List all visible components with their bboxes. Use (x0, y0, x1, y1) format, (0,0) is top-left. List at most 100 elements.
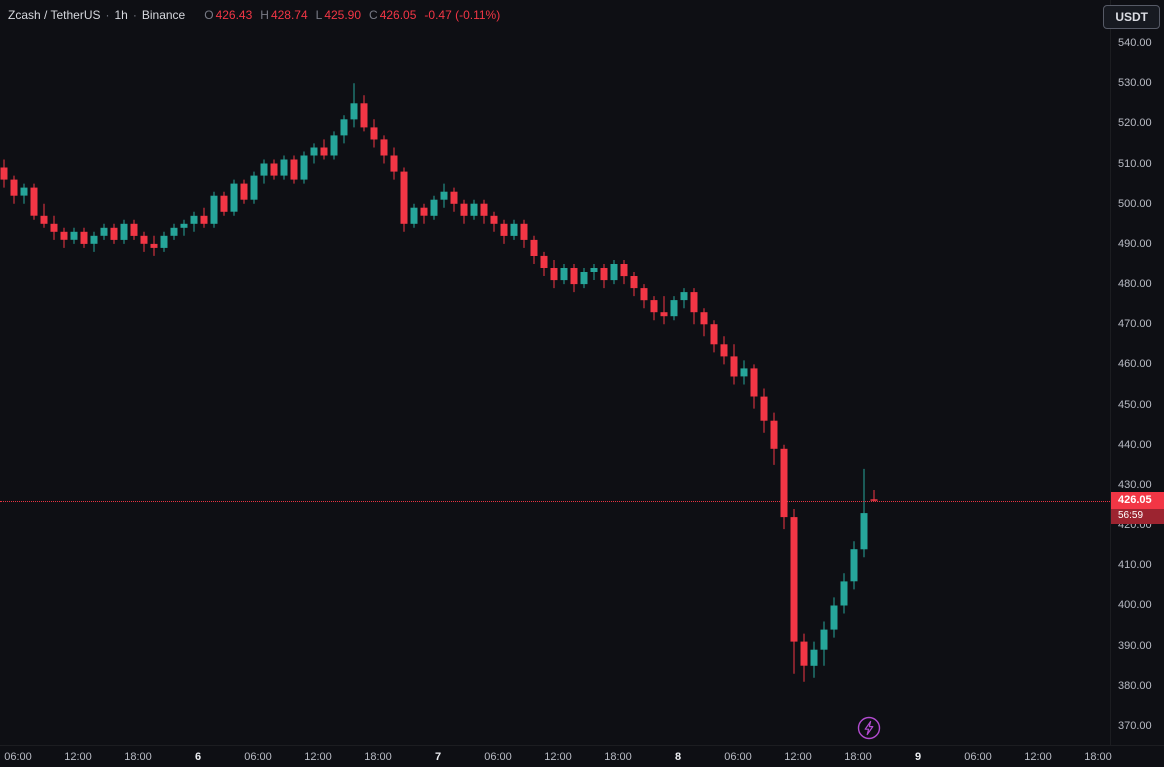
candle-up (160, 231, 168, 252)
candle-up (90, 231, 98, 252)
candle-up (310, 143, 318, 164)
candle-down (130, 219, 138, 240)
bar-countdown: 56:59 (1111, 509, 1164, 524)
candle-up (170, 223, 178, 240)
candle-up (180, 219, 188, 236)
candle-down (540, 251, 548, 276)
candle-up (740, 360, 748, 385)
candle-up (260, 159, 268, 184)
candle-up (230, 179, 238, 216)
lightning-icon[interactable] (856, 715, 882, 741)
candle-down (640, 284, 648, 309)
time-label: 06:00 (964, 751, 992, 763)
candle-down (10, 175, 18, 204)
price-label: 380.00 (1118, 679, 1152, 692)
chart-legend: Zcash / TetherUS · 1h · Binance O 426.43… (8, 8, 500, 22)
time-label: 18:00 (364, 751, 392, 763)
candle-down (150, 235, 158, 256)
candle-up (250, 171, 258, 204)
candle-down (790, 509, 798, 674)
candle-up (580, 268, 588, 289)
candle-up (70, 227, 78, 244)
price-scale[interactable]: 426.05 56:59 540.00 530.00 520.00 510.00 500… (1110, 0, 1164, 745)
candle-up (350, 83, 358, 128)
candle-down (550, 260, 558, 289)
candle-up (300, 151, 308, 184)
high-label: H (260, 8, 269, 22)
time-label: 18:00 (124, 751, 152, 763)
change-value: -0.47 (-0.11%) (424, 8, 501, 22)
price-label: 430.00 (1118, 478, 1152, 491)
current-price-value: 426.05 (1111, 492, 1164, 509)
candle-up (850, 541, 858, 590)
candle-up (810, 641, 818, 678)
price-label: 440.00 (1118, 438, 1152, 451)
currency-toggle-button[interactable]: USDT (1103, 5, 1160, 29)
candle-down (420, 203, 428, 224)
candle-up (840, 573, 848, 614)
candle-up (680, 288, 688, 309)
candle-down (600, 264, 608, 289)
time-label: 18:00 (1084, 751, 1112, 763)
candle-down (700, 308, 708, 337)
candle-down (380, 135, 388, 164)
candle-down (30, 183, 38, 220)
candle-down (450, 187, 458, 212)
candle-down (360, 95, 368, 132)
close-label: C (369, 8, 378, 22)
candle-down (460, 199, 468, 224)
candle-down (240, 179, 248, 204)
price-label: 450.00 (1118, 398, 1152, 411)
time-label-day: 7 (434, 751, 442, 763)
price-label: 520.00 (1118, 117, 1152, 130)
candle-down (760, 388, 768, 433)
candle-down (730, 344, 738, 385)
current-price-line (0, 501, 1110, 502)
candle-down (110, 223, 118, 244)
candle-up (610, 260, 618, 285)
candle-up (440, 183, 448, 208)
price-label: 510.00 (1118, 157, 1152, 170)
price-label: 490.00 (1118, 237, 1152, 250)
ohlc-values: O 426.43 H 428.74 L 425.90 C 426.05 -0.4… (198, 8, 500, 22)
candle-down (690, 288, 698, 325)
price-label: 370.00 (1118, 720, 1152, 732)
candle-down (490, 211, 498, 232)
candle-up (100, 223, 108, 240)
price-label: 470.00 (1118, 318, 1152, 331)
candle-down (80, 227, 88, 248)
candle-down (780, 444, 788, 530)
open-label: O (204, 8, 214, 22)
candle-down (630, 272, 638, 297)
candle-up (190, 211, 198, 232)
candle-up (830, 597, 838, 638)
candle-down (620, 260, 628, 285)
legend-separator: · (105, 8, 110, 22)
candle-down (60, 227, 68, 248)
symbol-title[interactable]: Zcash / TetherUS (8, 8, 101, 22)
price-label: 530.00 (1118, 77, 1152, 90)
time-scale[interactable]: 06:00 12:00 18:00 6 06:00 12:00 18:00 7 06:00 12:… (0, 745, 1164, 767)
candle-down (140, 231, 148, 252)
candle-down (650, 296, 658, 321)
candle-down (40, 203, 48, 228)
price-badge: 426.05 56:59 (1111, 492, 1164, 524)
time-label: 12:00 (544, 751, 572, 763)
candlestick-chart[interactable] (0, 0, 1110, 745)
candle-up (430, 195, 438, 220)
time-label: 06:00 (4, 751, 32, 763)
time-label: 12:00 (64, 751, 92, 763)
candle-up (20, 183, 28, 204)
candle-down (220, 191, 228, 216)
exchange-label[interactable]: Binance (141, 8, 186, 22)
candle-down (750, 364, 758, 409)
candle-up (820, 621, 828, 666)
candle-down (200, 207, 208, 228)
low-value: 425.90 (324, 8, 362, 22)
price-label: 500.00 (1118, 197, 1152, 210)
interval-label[interactable]: 1h (114, 8, 128, 22)
time-label: 06:00 (724, 751, 752, 763)
time-label: 18:00 (844, 751, 872, 763)
candle-up (470, 199, 478, 220)
candle-down (520, 219, 528, 248)
